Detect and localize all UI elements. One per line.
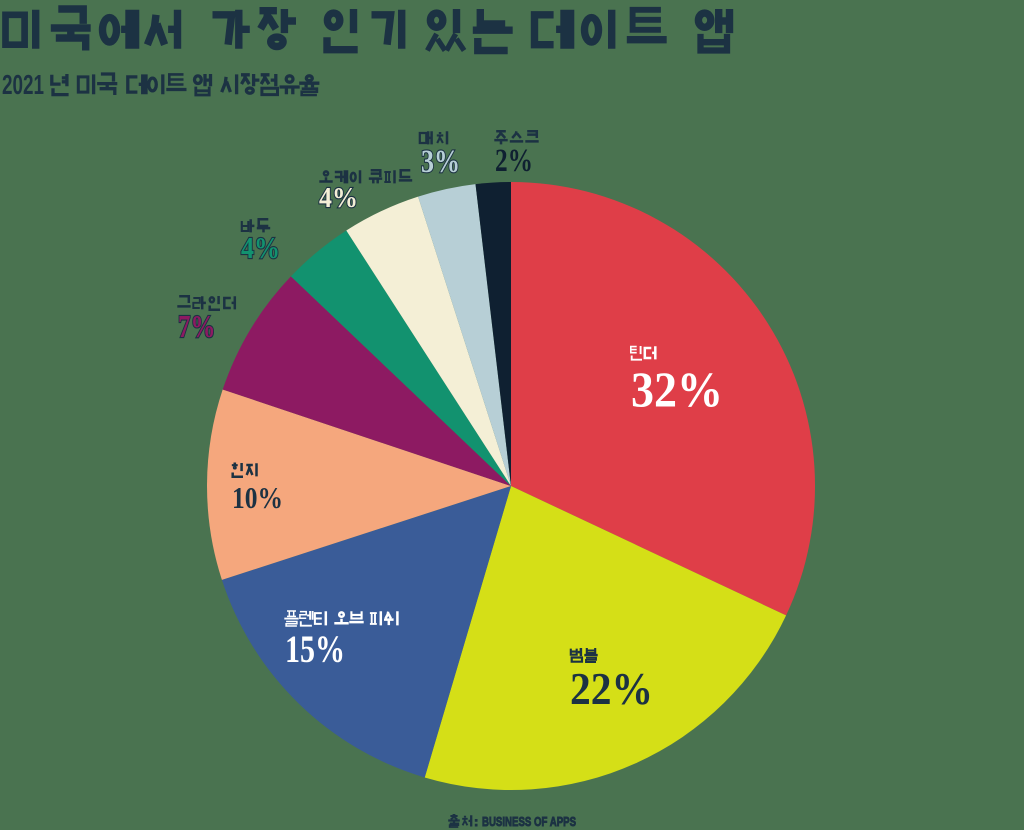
- svg-text::: :: [474, 814, 478, 829]
- svg-text:7%: 7%: [178, 308, 216, 344]
- svg-text:15%: 15%: [285, 628, 345, 671]
- svg-text:32%: 32%: [631, 361, 723, 417]
- svg-text:2%: 2%: [495, 143, 533, 179]
- svg-text:10%: 10%: [232, 480, 283, 515]
- svg-text:4%: 4%: [241, 230, 280, 265]
- svg-text:22%: 22%: [570, 664, 653, 714]
- svg-text:4%: 4%: [319, 182, 358, 214]
- svg-text:2021: 2021: [2, 69, 44, 100]
- svg-text:3%: 3%: [421, 144, 460, 180]
- svg-text:BUSINESS OF APPS: BUSINESS OF APPS: [482, 814, 576, 829]
